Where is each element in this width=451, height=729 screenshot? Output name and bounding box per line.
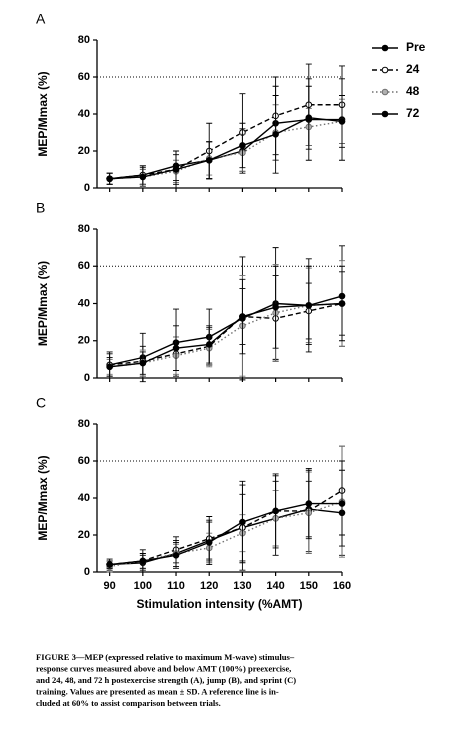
caption-line: and 24, 48, and 72 h postexercise streng… — [36, 675, 296, 685]
data-point — [338, 500, 346, 507]
data-point — [139, 173, 147, 181]
data-point — [239, 518, 246, 526]
legend-marker — [381, 110, 389, 118]
x-tick-label: 90 — [104, 580, 116, 592]
y-axis-label: MEP/Mmax (%) — [36, 71, 50, 156]
y-tick-label: 0 — [84, 566, 90, 578]
series-line — [109, 302, 343, 366]
series-line — [109, 104, 342, 180]
data-point — [172, 552, 180, 559]
caption-line: training. Values are presented as mean ±… — [36, 686, 279, 696]
y-tick-label: 40 — [78, 108, 90, 120]
y-tick-label: 20 — [78, 145, 90, 157]
y-tick-label: 80 — [78, 223, 90, 235]
data-point — [272, 303, 279, 311]
data-point — [239, 313, 246, 320]
y-tick-label: 60 — [78, 260, 90, 272]
series-line — [109, 302, 343, 368]
x-tick-label: 160 — [333, 580, 351, 592]
data-point — [106, 363, 113, 371]
data-point — [272, 507, 279, 515]
x-tick-label: 110 — [167, 580, 185, 592]
data-point — [338, 118, 346, 125]
data-point — [139, 359, 147, 367]
y-axis-label: MEP/Mmax (%) — [36, 261, 50, 346]
data-point — [106, 561, 113, 568]
y-tick-label: 80 — [78, 34, 90, 46]
y-axis-label: MEP/Mmax (%) — [36, 455, 50, 540]
x-tick-label: 100 — [134, 580, 152, 592]
data-point — [338, 300, 346, 307]
legend-marker — [381, 66, 389, 74]
series-line — [109, 490, 343, 566]
series-line — [109, 120, 343, 180]
series-line — [109, 302, 343, 368]
legend-label: 48 — [406, 84, 420, 98]
y-tick-label: 20 — [78, 529, 90, 541]
panel-label: B — [36, 200, 45, 216]
series-line — [109, 502, 342, 566]
data-point — [139, 557, 147, 565]
data-point — [305, 114, 313, 121]
x-tick-label: 140 — [266, 580, 284, 592]
caption-line: FIGURE 3—MEP (expressed relative to maxi… — [36, 652, 295, 662]
legend-label: Pre — [406, 40, 426, 54]
y-tick-label: 20 — [78, 335, 90, 347]
data-point — [205, 539, 213, 546]
series-line — [109, 116, 343, 180]
panel-label: A — [36, 11, 46, 27]
data-point — [272, 131, 279, 138]
data-point — [305, 302, 313, 309]
x-axis-label: Stimulation intensity (%AMT) — [137, 597, 303, 611]
x-tick-label: 120 — [200, 580, 218, 592]
y-tick-label: 60 — [78, 71, 90, 83]
data-point — [205, 156, 213, 164]
legend-label: 24 — [406, 62, 420, 76]
data-point — [172, 344, 180, 352]
data-point — [205, 341, 213, 348]
y-tick-label: 0 — [84, 182, 90, 194]
y-tick-label: 60 — [78, 455, 90, 467]
panel-label: C — [36, 395, 46, 411]
y-tick-label: 80 — [78, 418, 90, 430]
legend-marker — [381, 88, 389, 96]
y-tick-label: 40 — [78, 297, 90, 309]
data-point — [106, 175, 113, 183]
x-tick-label: 150 — [300, 580, 318, 592]
data-point — [305, 500, 313, 507]
caption-line: response curves measured above and below… — [36, 663, 291, 673]
data-point — [172, 166, 180, 173]
legend-label: 72 — [406, 106, 420, 120]
x-tick-label: 130 — [233, 580, 251, 592]
y-tick-label: 40 — [78, 492, 90, 504]
data-point — [239, 142, 246, 149]
legend-marker — [381, 44, 389, 52]
y-tick-label: 0 — [84, 372, 90, 384]
caption-line: cluded at 60% to assist comparison betwe… — [36, 698, 221, 708]
